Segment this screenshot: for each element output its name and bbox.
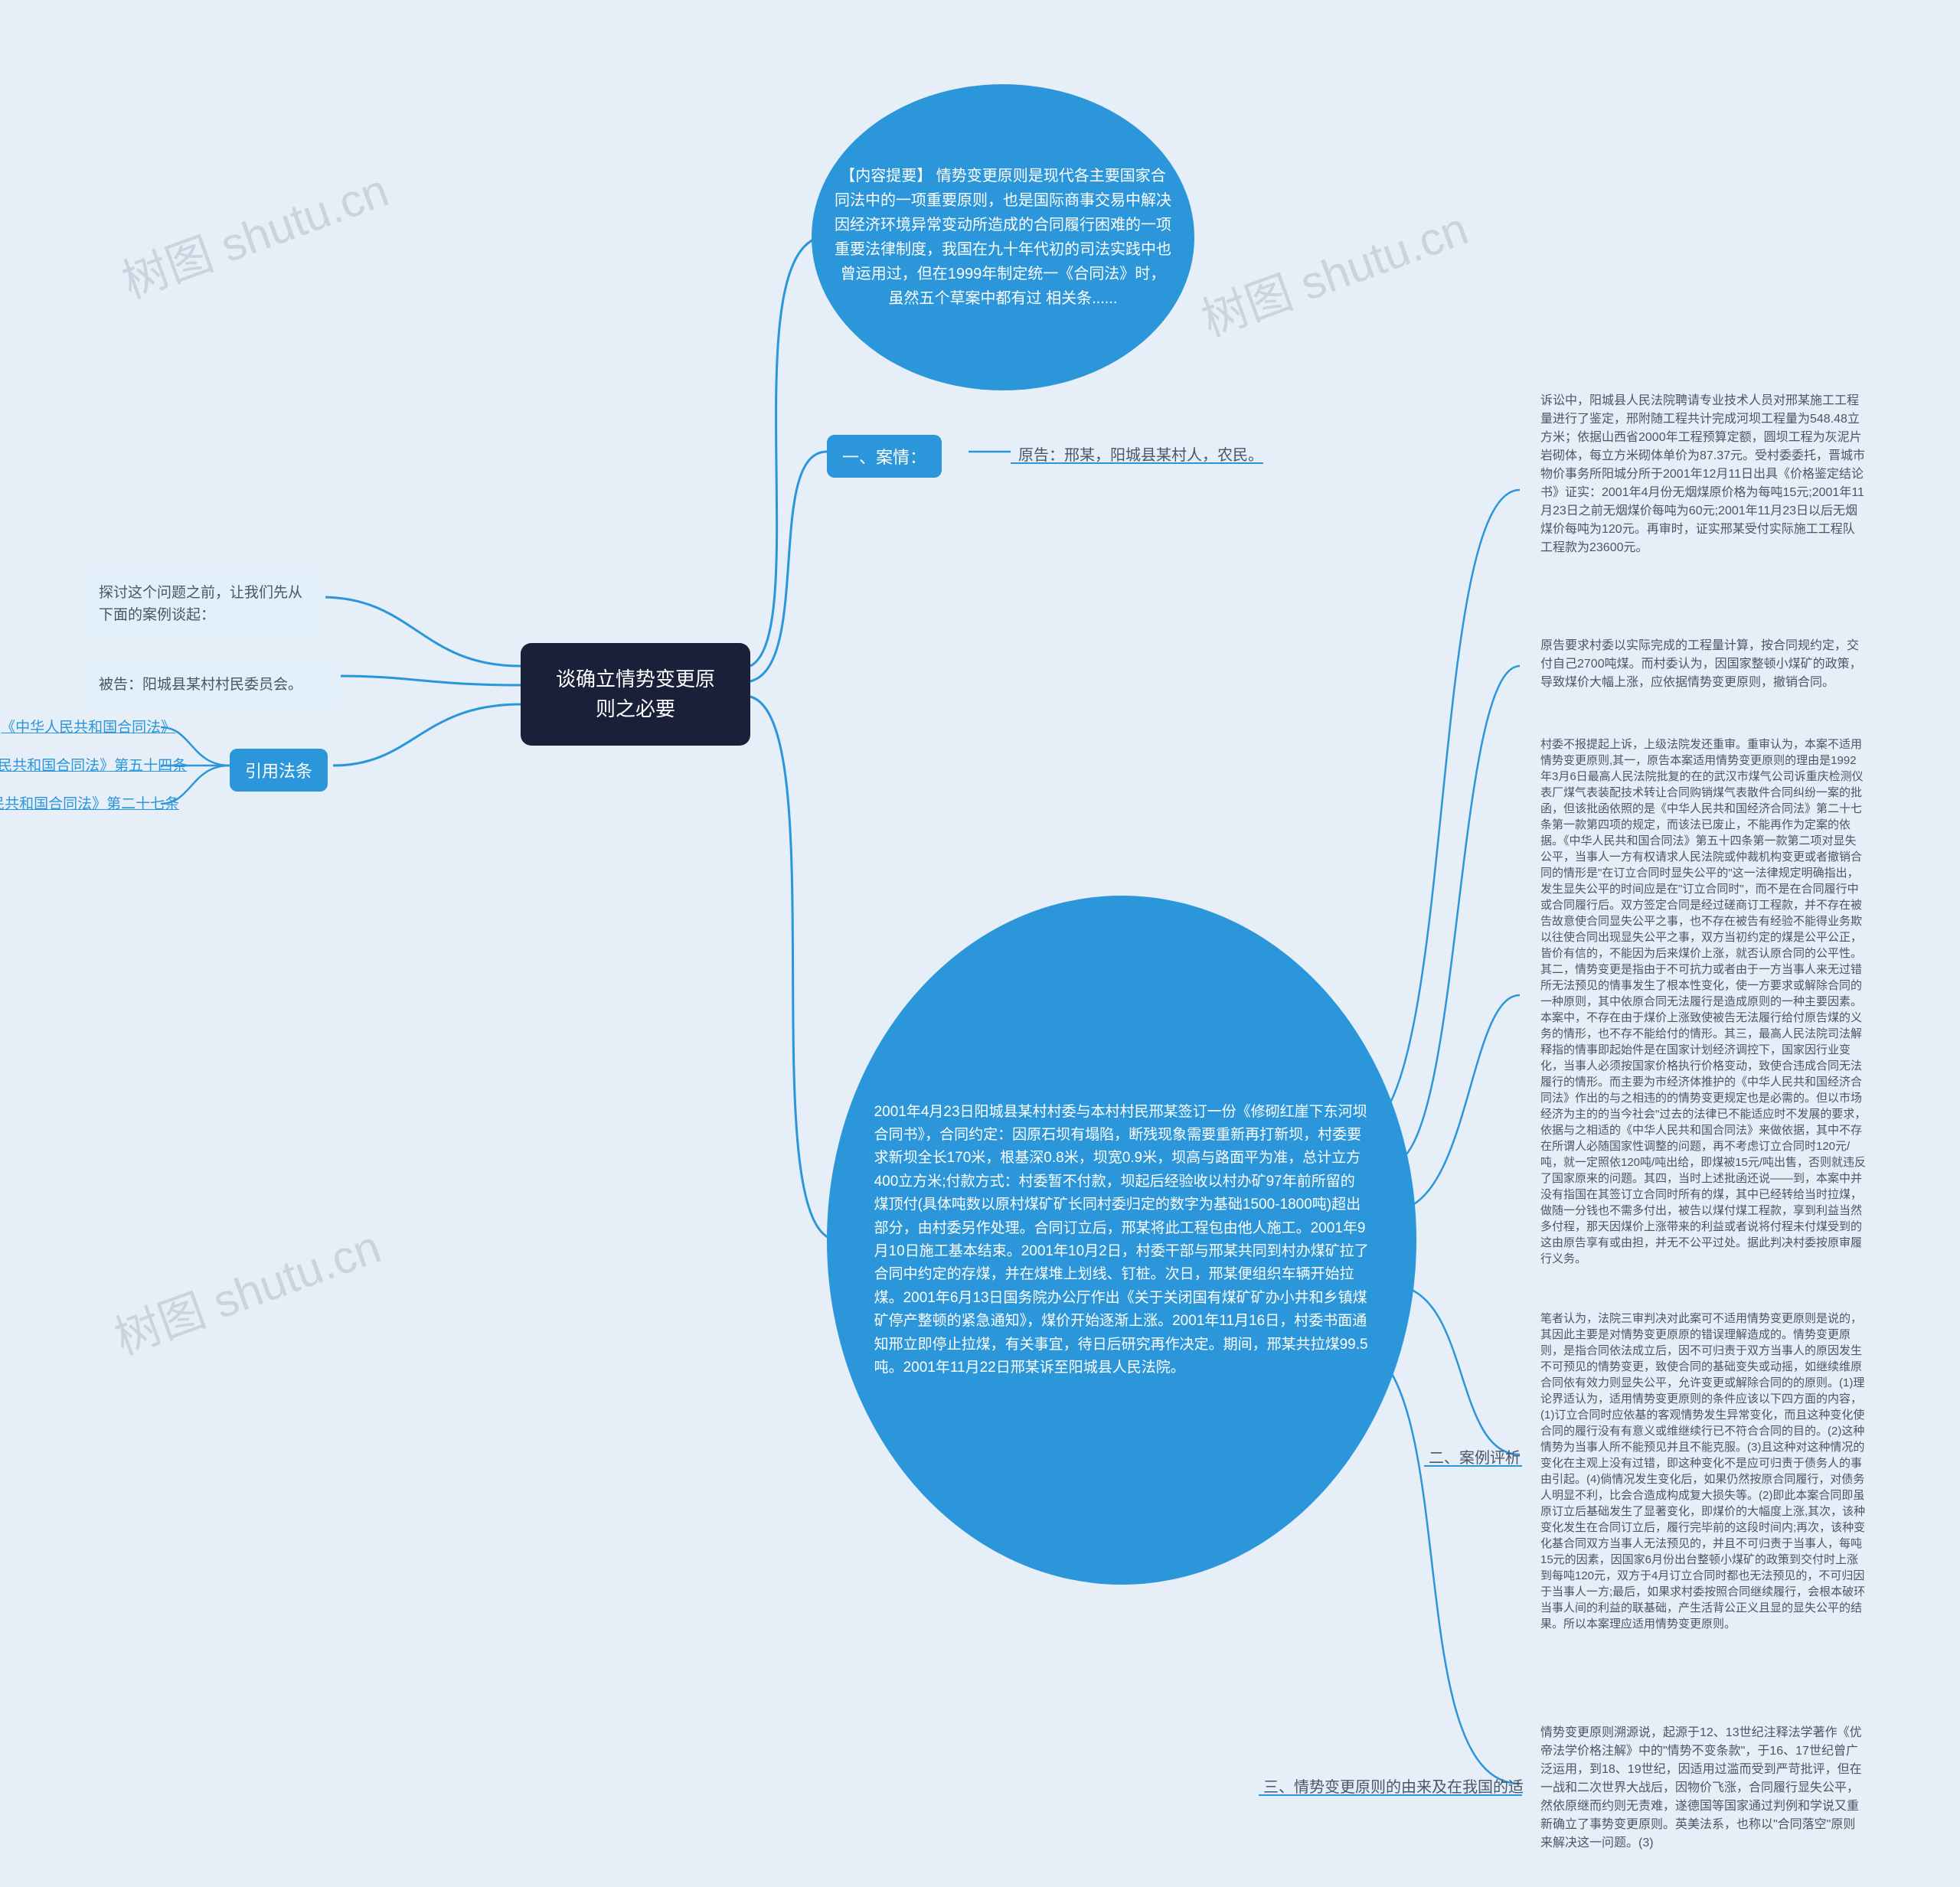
plaintiff-underline <box>1011 462 1263 464</box>
right-card-3-text: 村委不报提起上诉，上级法院发还重审。重审认为，本案不适用情势变更原则,其一，原告… <box>1540 738 1866 1265</box>
cite-node-label: 引用法条 <box>245 758 312 782</box>
watermark: 树图 shutu.cn <box>112 153 396 311</box>
right-card-4-text: 笔者认为，法院三审判决对此案可不适用情势变更原则是说的，其因此主要是对情势变更原… <box>1540 1312 1865 1631</box>
right-card-4[interactable]: 笔者认为，法院三审判决对此案可不适用情势变更原则是说的，其因此主要是对情势变更原… <box>1524 1294 1883 1649</box>
summary-bubble[interactable]: 【内容提要】 情势变更原则是现代各主要国家合同法中的一项重要原则，也是国际商事交… <box>812 84 1194 390</box>
main-facts-bubble[interactable]: 2001年4月23日阳城县某村村委与本村村民邢某签订一份《修砌红崖下东河坝合同书… <box>827 896 1416 1585</box>
right-label-5-underline <box>1259 1794 1522 1796</box>
right-card-5[interactable]: 情势变更原则溯源说，起源于12、13世纪注释法学著作《优帝法学价格注解》中的"情… <box>1524 1707 1883 1869</box>
case-label-text: 一、案情： <box>842 444 926 468</box>
center-topic[interactable]: 谈确立情势变更原则之必要 <box>521 643 750 746</box>
cite-node[interactable]: 引用法条 <box>230 749 328 792</box>
intro-card-text: 探讨这个问题之前，让我们先从下面的案例谈起： <box>99 585 302 623</box>
intro-card[interactable]: 探讨这个问题之前，让我们先从下面的案例谈起： <box>80 566 325 642</box>
citation-1[interactable]: [1]《中华人民共和国合同法》 <box>0 718 175 740</box>
watermark: 树图 shutu.cn <box>1191 191 1475 349</box>
citation-3[interactable]: [3]《中华人民共和国合同法》第二十七条 <box>0 795 179 817</box>
right-card-2-text: 原告要求村委以实际完成的工程量计算，按合同规约定，交付自己2700吨煤。而村委认… <box>1540 639 1862 689</box>
center-topic-text: 谈确立情势变更原则之必要 <box>556 668 715 720</box>
right-label-4: 二、案例评析 <box>1429 1445 1521 1467</box>
defendant-card[interactable]: 被告：阳城县某村村民委员会。 <box>80 658 341 711</box>
case-label[interactable]: 一、案情： <box>827 435 942 478</box>
citation-2[interactable]: [2]《中华人民共和国合同法》第五十四条 <box>0 756 187 779</box>
right-card-1[interactable]: 诉讼中，阳城县人民法院聘请专业技术人员对邢某施工工程量进行了鉴定，邢附随工程共计… <box>1524 375 1883 574</box>
right-card-1-text: 诉讼中，阳城县人民法院聘请专业技术人员对邢某施工工程量进行了鉴定，邢附随工程共计… <box>1540 394 1865 554</box>
right-card-3[interactable]: 村委不报提起上诉，上级法院发还重审。重审认为，本案不适用情势变更原则,其一，原告… <box>1524 720 1883 1284</box>
right-card-5-text: 情势变更原则溯源说，起源于12、13世纪注释法学著作《优帝法学价格注解》中的"情… <box>1540 1726 1862 1849</box>
watermark: 树图 shutu.cn <box>104 1210 388 1367</box>
right-card-2[interactable]: 原告要求村委以实际完成的工程量计算，按合同规约定，交付自己2700吨煤。而村委认… <box>1524 620 1883 709</box>
summary-bubble-text: 【内容提要】 情势变更原则是现代各主要国家合同法中的一项重要原则，也是国际商事交… <box>835 164 1171 311</box>
main-facts-text: 2001年4月23日阳城县某村村委与本村村民邢某签订一份《修砌红崖下东河坝合同书… <box>874 1101 1370 1380</box>
defendant-card-text: 被告：阳城县某村村民委员会。 <box>99 677 302 693</box>
right-label-4-underline <box>1424 1465 1522 1467</box>
plaintiff-text: 原告：邢某，阳城县某村人，农民。 <box>1018 442 1263 465</box>
